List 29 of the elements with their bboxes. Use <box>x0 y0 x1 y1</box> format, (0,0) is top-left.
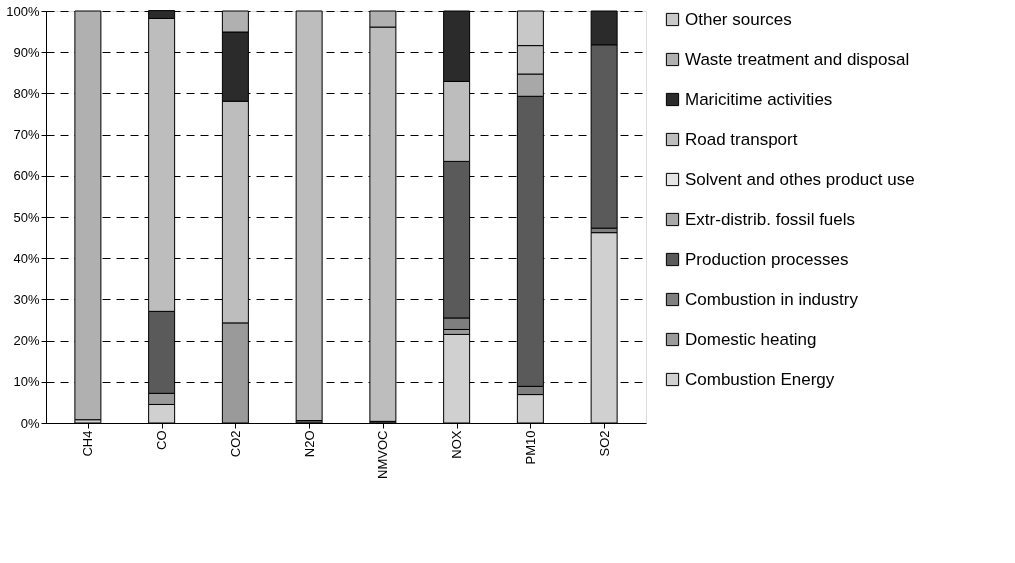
y-tick-label: 70% <box>13 127 40 143</box>
legend-label: Combustion in industry <box>685 289 859 309</box>
legend-label: Road transport <box>685 129 798 149</box>
x-tick-label: N2O <box>301 430 317 458</box>
y-tick-label: 60% <box>13 168 40 184</box>
legend-label: Extr-distrib. fossil fuels <box>685 209 856 229</box>
legend-label: Combustion Energy <box>685 369 835 389</box>
x-tick-label: NMVOC <box>375 430 391 479</box>
y-tick-label: 100% <box>6 3 40 19</box>
x-tick-label: CO <box>154 430 170 450</box>
legend-label: Maricitime activities <box>685 89 833 109</box>
legend-label: Solvent and othes product use <box>685 169 915 189</box>
y-tick-label: 20% <box>13 333 40 349</box>
y-tick-label: 10% <box>13 374 40 390</box>
x-tick-label: PM10 <box>522 430 538 465</box>
y-tick-label: 90% <box>13 44 40 60</box>
legend-label: Production processes <box>685 249 849 269</box>
legend-label: Domestic heating <box>685 329 817 349</box>
y-tick-label: 80% <box>13 85 40 101</box>
x-tick-label: SO2 <box>596 430 612 457</box>
legend-label: Other sources <box>685 9 792 29</box>
y-tick-label: 30% <box>13 291 40 307</box>
legend-label: Waste treatment and disposal <box>685 49 910 69</box>
y-tick-label: 50% <box>13 209 40 225</box>
x-tick-label: NOX <box>449 430 465 459</box>
x-tick-label: CO2 <box>227 430 243 458</box>
y-tick-label: 40% <box>13 250 40 266</box>
x-tick-label: CH4 <box>80 430 96 457</box>
y-tick-label: 0% <box>20 415 40 431</box>
